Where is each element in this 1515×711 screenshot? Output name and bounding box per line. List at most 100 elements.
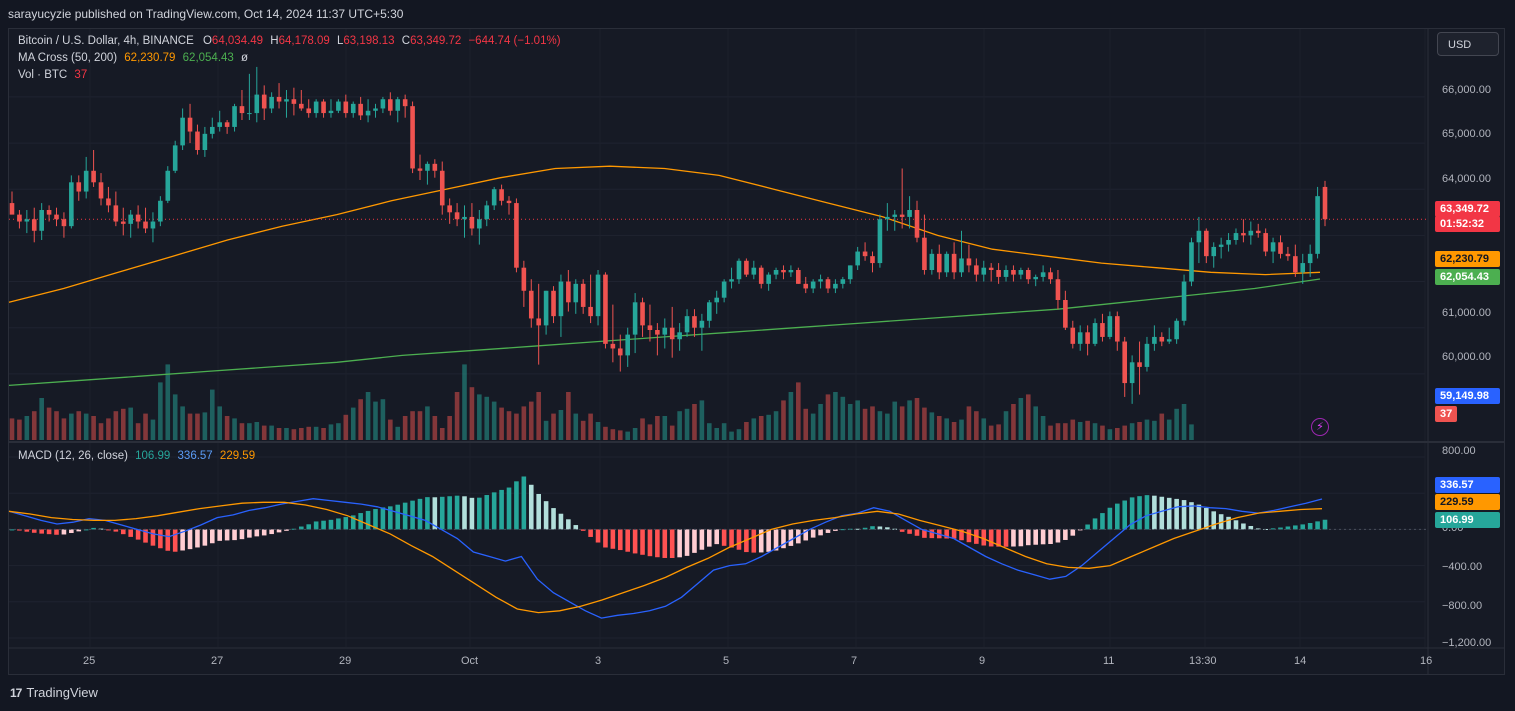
volume-bar xyxy=(825,394,831,440)
volume-label[interactable]: Vol · BTC xyxy=(18,69,68,81)
change-value: −644.74 (−1.01%) xyxy=(468,35,561,47)
macd-histogram-bar xyxy=(1070,529,1076,536)
candle-body xyxy=(373,108,378,111)
candle-body xyxy=(543,290,549,326)
volume-bar xyxy=(892,401,898,440)
volume-bar xyxy=(1085,420,1090,440)
candle-body xyxy=(617,348,623,356)
volume-bar xyxy=(1063,423,1068,440)
volume-bar xyxy=(491,401,497,440)
macd-signal-line xyxy=(8,501,1323,614)
candle-body xyxy=(1063,300,1068,328)
candle-body xyxy=(491,189,497,206)
volume-bar xyxy=(528,401,534,440)
macd-histogram-bar xyxy=(692,529,697,553)
candle-body xyxy=(1055,279,1061,300)
candle-body xyxy=(358,103,363,116)
candle-body xyxy=(662,327,668,335)
volume-bar xyxy=(959,419,964,440)
candle-body xyxy=(684,316,690,333)
candle-body xyxy=(528,290,534,319)
candle-body xyxy=(17,214,22,222)
volume-bar xyxy=(692,404,697,440)
volume-bar xyxy=(580,420,586,440)
tradingview-brand: TradingView xyxy=(26,685,98,700)
macd-histogram-bar xyxy=(714,529,720,545)
volume-bar xyxy=(714,428,720,440)
macd-line xyxy=(8,498,1323,619)
volume-bar xyxy=(1174,408,1179,440)
volume-bar xyxy=(1152,420,1157,440)
volume-bar xyxy=(847,404,853,440)
low-label: L xyxy=(336,35,344,47)
volume-bar xyxy=(566,392,571,440)
candle-body xyxy=(232,106,237,127)
candle-body xyxy=(9,203,15,215)
volume-bar xyxy=(425,406,430,440)
candle-body xyxy=(439,170,445,206)
macd-histogram-bar xyxy=(929,529,935,539)
macd-histogram-bar xyxy=(380,507,386,530)
symbol-name[interactable]: Bitcoin / U.S. Dollar, 4h, BINANCE xyxy=(18,35,194,47)
candle-body xyxy=(113,205,119,222)
macd-histogram-bar xyxy=(922,529,927,538)
volume-bar xyxy=(655,416,660,440)
volume-bar xyxy=(306,426,312,440)
candle-body xyxy=(1181,281,1187,321)
macd-label[interactable]: MACD (12, 26, close) xyxy=(18,450,128,462)
ma-label[interactable]: MA Cross (50, 200) xyxy=(18,52,118,64)
macd-histogram-bar xyxy=(1204,508,1209,530)
candle-body xyxy=(195,131,200,150)
macd-histogram-bar xyxy=(803,529,809,541)
volume-bar xyxy=(929,412,935,440)
macd-histogram-bar xyxy=(788,529,794,546)
candle-body xyxy=(395,99,401,111)
macd-histogram-bar xyxy=(521,476,527,530)
candle-body xyxy=(46,210,52,215)
tradingview-footer: 17 TradingView xyxy=(10,685,98,700)
volume-bar xyxy=(69,413,74,440)
macd-histogram-bar xyxy=(83,529,89,531)
macd-histogram-bar xyxy=(588,529,593,537)
volume-bar xyxy=(1025,394,1031,440)
volume-bar xyxy=(365,392,371,440)
volume-bar xyxy=(291,429,297,440)
candle-body xyxy=(996,270,1001,277)
macd-histogram-bar xyxy=(1129,497,1135,530)
macd-histogram-bar xyxy=(632,529,638,554)
macd-histogram-bar xyxy=(988,529,994,547)
volume-bar xyxy=(321,428,326,440)
macd-histogram-bar xyxy=(454,495,460,530)
candle-body xyxy=(432,163,438,171)
currency-button[interactable]: USD xyxy=(1437,32,1499,56)
x-tick: 27 xyxy=(211,655,224,667)
macd-histogram-bar xyxy=(350,515,356,530)
candle-body xyxy=(1077,332,1083,344)
macd-histogram-bar xyxy=(877,526,883,530)
candle-body xyxy=(758,267,764,284)
candle-body xyxy=(833,283,838,289)
lightning-icon[interactable]: ⚡ xyxy=(1311,418,1329,436)
macd-histogram-bar xyxy=(239,529,245,540)
volume-value: 37 xyxy=(74,69,88,81)
tradingview-logo-icon: 17 xyxy=(10,685,22,700)
candle-body xyxy=(1003,270,1009,277)
macd-histogram-bar xyxy=(1025,529,1031,546)
volume-bar xyxy=(143,413,148,440)
candle-body xyxy=(803,283,809,289)
macd-histogram-bar xyxy=(106,529,111,531)
open-value: 64,034.49 xyxy=(211,35,264,47)
macd-histogram-bar xyxy=(1255,528,1261,530)
volume-bar xyxy=(988,425,994,440)
ma-cross-symbol: ø xyxy=(241,52,249,64)
candle-body xyxy=(959,258,964,273)
volume-bar xyxy=(1114,428,1120,440)
volume-bar xyxy=(1100,425,1105,440)
volume-bar xyxy=(506,411,512,440)
macd-histogram-bar xyxy=(781,529,786,549)
candle-body xyxy=(499,189,504,201)
candle-body xyxy=(840,279,846,284)
candle-body xyxy=(1152,336,1157,344)
volume-bar xyxy=(17,419,22,440)
